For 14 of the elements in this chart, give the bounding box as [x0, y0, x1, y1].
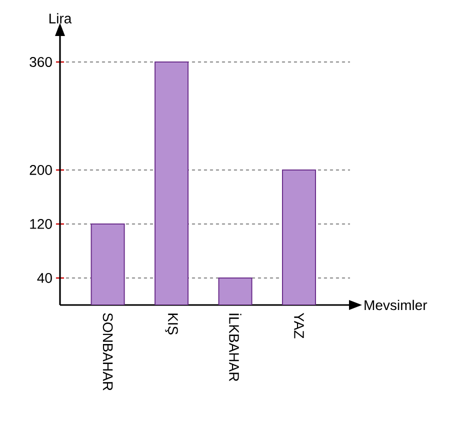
y-tick-label: 360	[30, 57, 52, 67]
y-tick-label: 120	[30, 219, 52, 229]
x-axis-title: Mevsimler	[364, 300, 428, 310]
x-tick-label: SONBAHAR	[102, 313, 113, 390]
y-axis-title: Lira	[49, 13, 72, 24]
x-tick-label: YAZ	[294, 312, 304, 338]
x-tick-label: İLKBAHAR	[229, 314, 242, 382]
bar	[282, 169, 316, 305]
x-tick-label: KIŞ	[165, 314, 178, 334]
bar	[154, 62, 189, 305]
y-tick-label: 40	[37, 273, 52, 283]
bar	[90, 223, 125, 305]
y-tick-label: 200	[30, 165, 52, 175]
bar	[218, 277, 252, 305]
